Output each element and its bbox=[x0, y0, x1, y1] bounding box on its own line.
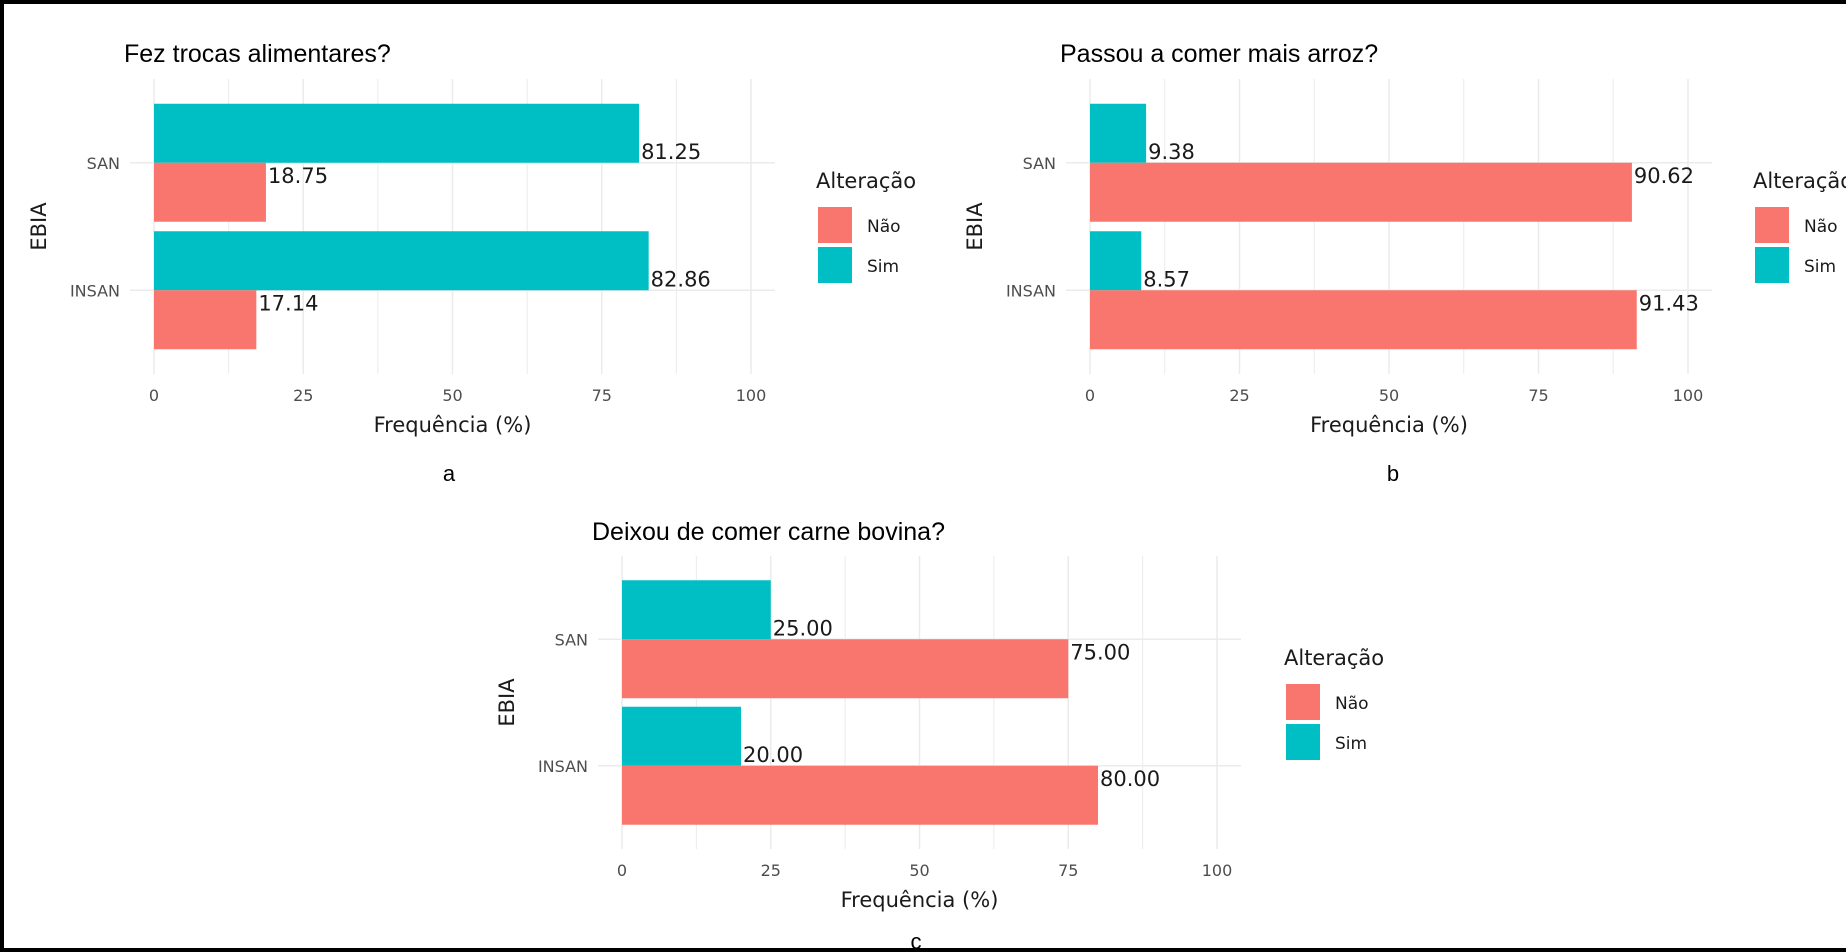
data-label: 9.38 bbox=[1148, 140, 1195, 164]
bar-sim-insan bbox=[622, 706, 741, 766]
x-tick-label: 75 bbox=[1058, 861, 1078, 880]
chart-panel-c: 25.00 75.00 SAN 20.00 80.00 INSAN 0 25 50 75 100 Fr… bbox=[495, 518, 1384, 952]
legend: Alteração Não Sim bbox=[816, 169, 916, 283]
y-axis-title: EBIA bbox=[495, 678, 519, 727]
legend-swatch bbox=[1755, 207, 1789, 243]
y-tick-label: SAN bbox=[1023, 154, 1056, 173]
legend-label: Sim bbox=[1804, 257, 1836, 277]
x-tick-label: 100 bbox=[1202, 861, 1233, 880]
data-label: 80.00 bbox=[1100, 767, 1160, 791]
bar-sim-san bbox=[1090, 103, 1147, 163]
bar-sim-san bbox=[154, 103, 640, 163]
bar-no-insan bbox=[154, 290, 257, 350]
legend-swatch bbox=[1286, 724, 1320, 760]
x-tick-label: 100 bbox=[736, 386, 767, 405]
legend-swatch bbox=[1286, 684, 1320, 720]
chart-title: Deixou de comer carne bovina? bbox=[592, 518, 945, 546]
legend-label: Sim bbox=[1335, 734, 1367, 754]
bar-sim-san bbox=[622, 580, 771, 640]
y-tick-label: INSAN bbox=[538, 757, 588, 776]
bar-no-san bbox=[154, 162, 266, 222]
y-tick-label: INSAN bbox=[70, 281, 120, 300]
x-tick-label: 50 bbox=[909, 861, 929, 880]
x-tick-label: 25 bbox=[293, 386, 313, 405]
legend-swatch bbox=[1755, 247, 1789, 283]
bar-no-insan bbox=[622, 765, 1098, 825]
data-label: 20.00 bbox=[743, 743, 803, 767]
y-axis-title: EBIA bbox=[963, 202, 987, 251]
data-label: 81.25 bbox=[641, 140, 701, 164]
x-tick-label: 100 bbox=[1673, 386, 1704, 405]
data-label: 75.00 bbox=[1070, 640, 1130, 664]
x-tick-label: 0 bbox=[617, 861, 627, 880]
x-tick-label: 25 bbox=[761, 861, 781, 880]
x-axis-title: Frequência (%) bbox=[1310, 413, 1468, 437]
legend: Alteração Não Sim bbox=[1284, 646, 1384, 760]
data-label: 90.62 bbox=[1634, 164, 1694, 188]
legend: Alteração Não Sim bbox=[1753, 169, 1846, 283]
legend-swatch bbox=[818, 247, 852, 283]
chart-panel-a: 81.25 18.75 SAN 82.86 17.14 INSAN 0 25 50 75 100 Fr… bbox=[27, 40, 916, 486]
data-label: 91.43 bbox=[1639, 291, 1699, 315]
x-tick-label: 50 bbox=[1379, 386, 1399, 405]
y-tick-label: INSAN bbox=[1006, 281, 1056, 300]
legend-title: Alteração bbox=[1284, 646, 1384, 670]
x-tick-label: 0 bbox=[1085, 386, 1095, 405]
legend-label: Sim bbox=[867, 257, 899, 277]
data-label: 25.00 bbox=[773, 616, 833, 640]
chart-panel-b: 9.38 90.62 SAN 8.57 91.43 INSAN 0 25 50 75 100 Freq… bbox=[963, 40, 1846, 486]
panel-caption: b bbox=[1387, 461, 1399, 486]
legend-swatch bbox=[818, 207, 852, 243]
data-label: 82.86 bbox=[651, 267, 711, 291]
legend-title: Alteração bbox=[816, 169, 916, 193]
bar-no-san bbox=[622, 639, 1069, 699]
x-axis-title: Frequência (%) bbox=[374, 413, 532, 437]
bar-no-san bbox=[1090, 162, 1632, 222]
bar-sim-insan bbox=[1090, 231, 1142, 291]
legend-label: Não bbox=[1335, 694, 1369, 714]
legend-label: Não bbox=[1804, 217, 1838, 237]
y-axis-title: EBIA bbox=[27, 202, 51, 251]
x-tick-label: 25 bbox=[1229, 386, 1249, 405]
data-label: 18.75 bbox=[268, 164, 328, 188]
panel-caption: a bbox=[443, 461, 456, 486]
bar-no-insan bbox=[1090, 290, 1637, 350]
figure-canvas: 81.25 18.75 SAN 82.86 17.14 INSAN 0 25 50 75 100 Fr… bbox=[27, 40, 1846, 952]
chart-title: Fez trocas alimentares? bbox=[124, 40, 391, 68]
panel-caption: c bbox=[911, 929, 922, 952]
data-label: 17.14 bbox=[258, 291, 318, 315]
x-tick-label: 75 bbox=[1528, 386, 1548, 405]
legend-label: Não bbox=[867, 217, 901, 237]
legend-title: Alteração bbox=[1753, 169, 1846, 193]
x-tick-label: 75 bbox=[592, 386, 612, 405]
x-tick-label: 50 bbox=[442, 386, 462, 405]
y-tick-label: SAN bbox=[555, 630, 588, 649]
data-label: 8.57 bbox=[1143, 267, 1190, 291]
x-axis-title: Frequência (%) bbox=[841, 888, 999, 912]
x-tick-label: 0 bbox=[149, 386, 159, 405]
bar-sim-insan bbox=[154, 231, 649, 291]
chart-title: Passou a comer mais arroz? bbox=[1060, 40, 1378, 68]
y-tick-label: SAN bbox=[87, 154, 120, 173]
